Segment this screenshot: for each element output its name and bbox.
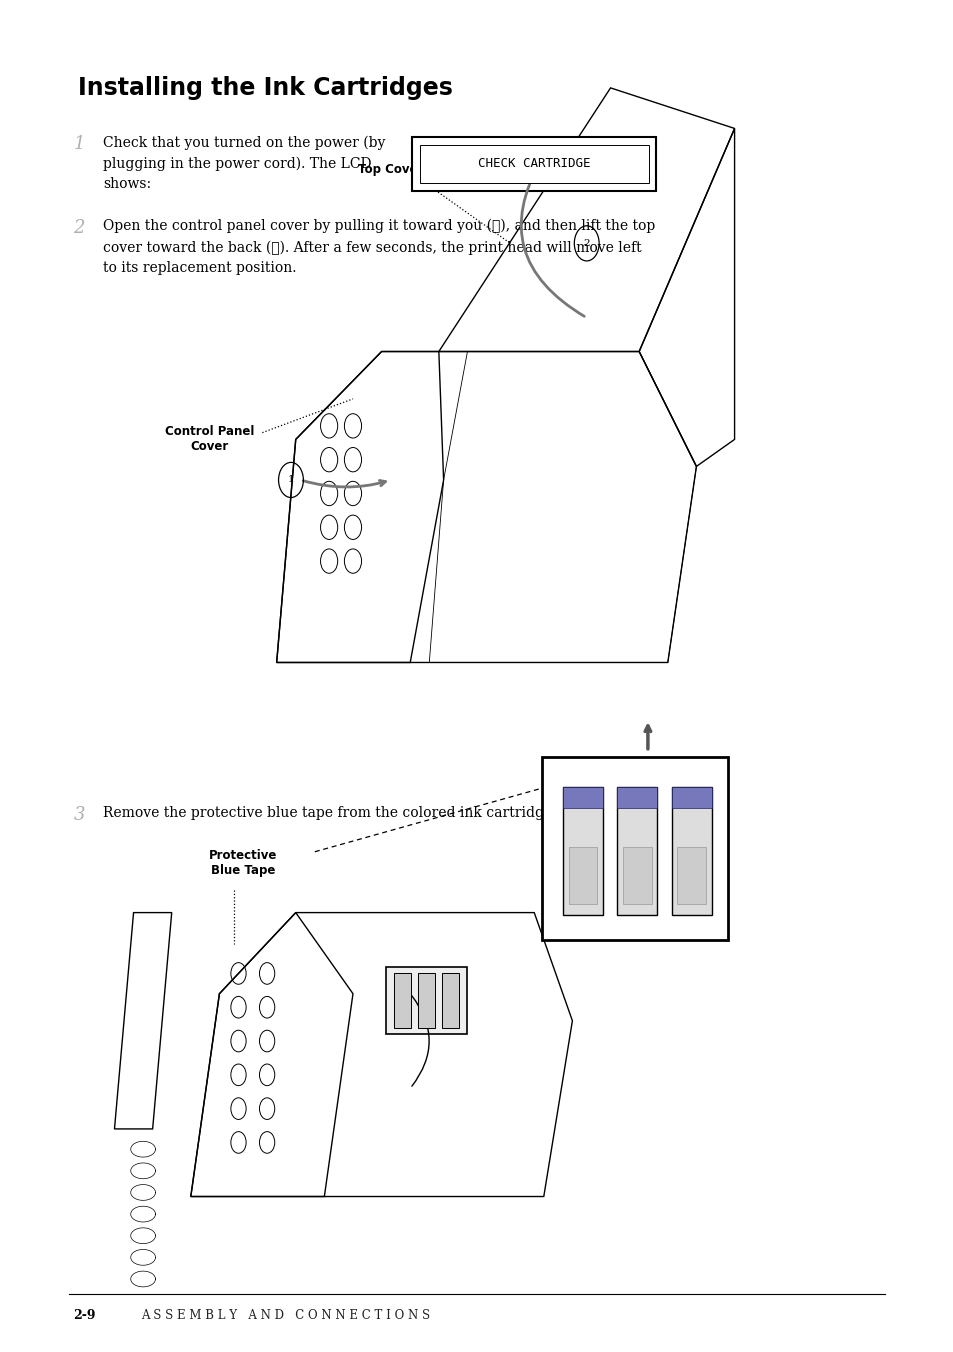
Bar [677, 846, 705, 904]
Text: 1: 1 [288, 476, 294, 484]
Text: 1: 1 [73, 135, 85, 153]
Bar [386, 967, 467, 1034]
Text: 3: 3 [73, 806, 85, 823]
Text: 2: 2 [73, 219, 85, 237]
Bar [441, 973, 458, 1028]
Text: Check that you turned on the power (by
plugging in the power cord). The LCD
show: Check that you turned on the power (by p… [103, 135, 385, 192]
Text: Top Cover: Top Cover [358, 162, 423, 176]
Bar [617, 787, 657, 915]
Text: Remove the protective blue tape from the colored ink cartridge covers.: Remove the protective blue tape from the… [103, 806, 606, 819]
Bar [622, 846, 651, 904]
Text: 2: 2 [583, 239, 589, 247]
Text: Open the control panel cover by pulling it toward you (①), and then lift the top: Open the control panel cover by pulling … [103, 219, 655, 276]
Bar [562, 787, 602, 915]
Text: Control Panel
Cover: Control Panel Cover [165, 426, 254, 453]
Bar [394, 973, 411, 1028]
Text: Installing the Ink Cartridges: Installing the Ink Cartridges [78, 76, 453, 100]
FancyBboxPatch shape [412, 137, 656, 191]
Text: 2-9: 2-9 [73, 1309, 96, 1322]
Bar [562, 787, 602, 808]
Bar [417, 973, 435, 1028]
Bar [671, 787, 711, 808]
Bar [568, 846, 597, 904]
FancyBboxPatch shape [419, 145, 648, 183]
Bar [541, 757, 727, 940]
Bar [617, 787, 657, 808]
Text: A S S E M B L Y   A N D   C O N N E C T I O N S: A S S E M B L Y A N D C O N N E C T I O … [141, 1309, 430, 1322]
Text: Protective
Blue Tape: Protective Blue Tape [209, 849, 277, 876]
Bar [671, 787, 711, 915]
Text: CHECK CARTRIDGE: CHECK CARTRIDGE [477, 157, 590, 170]
